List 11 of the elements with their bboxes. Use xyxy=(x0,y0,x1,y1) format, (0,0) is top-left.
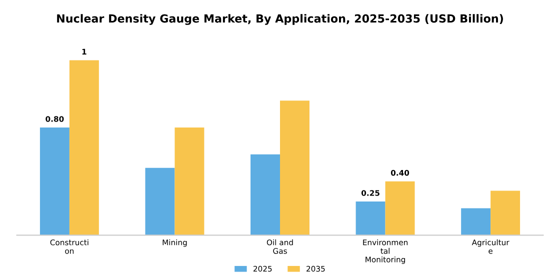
bar xyxy=(250,154,280,236)
bar xyxy=(69,60,99,236)
bar xyxy=(145,168,175,236)
bar xyxy=(356,202,386,236)
bar xyxy=(280,100,310,236)
chart-title: Nuclear Density Gauge Market, By Application, 2025-2035 (USD Billion) xyxy=(57,14,503,25)
bar xyxy=(40,128,70,236)
bar xyxy=(461,208,491,236)
bar xyxy=(385,181,415,236)
bar xyxy=(174,128,204,236)
bar xyxy=(490,190,520,236)
